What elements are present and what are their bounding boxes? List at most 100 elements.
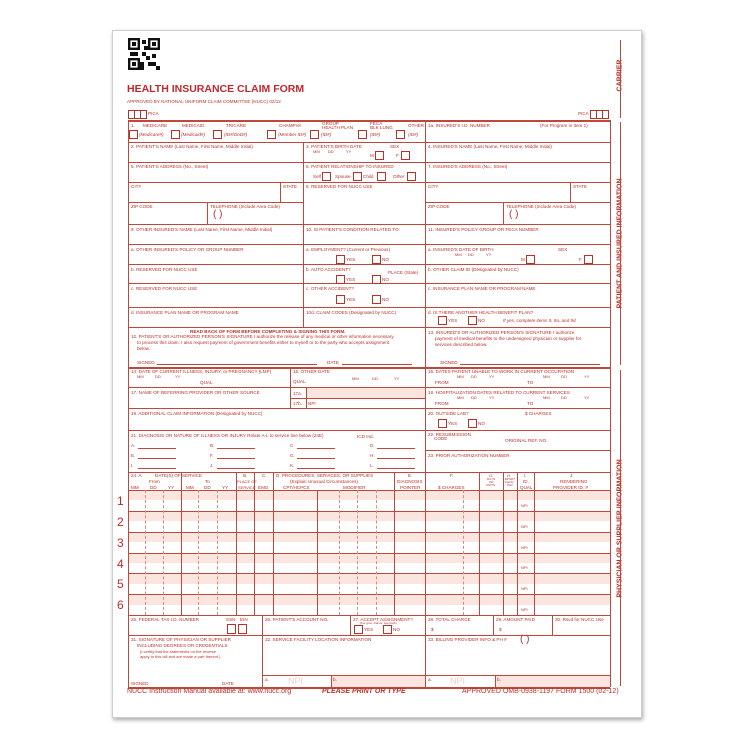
box13-line3: services described below.: [435, 342, 488, 347]
feca-id: (ID#): [370, 132, 381, 137]
box24g-label: G.: [489, 473, 494, 478]
box6-child: Child: [363, 174, 374, 179]
horizontal-rule: [128, 635, 610, 636]
box24h-plan: Plan: [507, 483, 514, 487]
service-line-shade: [128, 594, 610, 605]
box2-label: 2. PATIENT'S NAME (Last Name, First Name…: [131, 144, 253, 149]
side-arrow-line: [620, 40, 621, 118]
another-plan-no: NO: [478, 318, 485, 323]
vertical-rule: [128, 120, 129, 687]
service-line-number: 4: [117, 556, 124, 571]
diagnosis-letter: E.: [131, 453, 136, 458]
box11b-label: b. OTHER CLAIM ID (Designated by NUCC): [428, 267, 519, 272]
diagnosis-letter: D.: [370, 443, 375, 448]
side-arrow-line: [620, 370, 621, 686]
box24f-charges: $ CHARGES: [438, 485, 465, 490]
other-accident-no-checkbox: [372, 295, 381, 304]
box9b-label: b. RESERVED FOR NUCC USE: [131, 267, 198, 272]
service-line-npi: NPI: [521, 502, 528, 508]
patient-telephone-label: TELEPHONE (Include Area Code): [210, 204, 280, 209]
box32b-label: b.: [333, 677, 337, 682]
accept-no: NO: [393, 627, 400, 632]
vertical-rule: [425, 120, 426, 472]
insured-area-code: ( ): [509, 209, 519, 220]
box18-from-yy: YY: [489, 395, 495, 400]
insured-state-label: STATE: [573, 184, 588, 189]
box3-label: 3. PATIENT'S BIRTH DATE: [306, 144, 362, 149]
horizontal-rule: [128, 552, 610, 554]
box16-from: FROM: [435, 380, 449, 385]
service-line-npi: NPI: [521, 565, 528, 571]
box32a-npi-watermark: NPI: [288, 676, 304, 686]
patient-area-code: ( ): [213, 209, 223, 220]
box10d-label: 10d. CLAIM CODES (Designated by NUCC): [306, 310, 397, 315]
horizontal-rule: [128, 510, 610, 512]
patient-state-label: STATE: [283, 184, 298, 189]
box24j-rendering: RENDERING: [560, 479, 588, 484]
box16-from-mm: MM: [457, 374, 464, 379]
feca-label-2: BLK LUNG: [370, 125, 393, 130]
service-line-shade: [128, 510, 610, 522]
box11a-female-checkbox: [584, 255, 593, 264]
box19-label: 19. ADDITIONAL CLAIM INFORMATION (Design…: [131, 411, 263, 416]
ein-checkbox: [238, 624, 247, 634]
box13-signature-line: [460, 364, 600, 365]
vertical-rule: [517, 472, 518, 615]
box20-label: 20. OUTSIDE LAB?: [428, 411, 469, 416]
medicare-label: MEDICARE: [143, 123, 168, 128]
service-line-npi: NPI: [521, 544, 528, 550]
employment-no-checkbox: [372, 255, 381, 264]
vertical-rule: [207, 202, 208, 224]
box21-label: 21. DIAGNOSIS OR NATURE OF ILLNESS OR IN…: [131, 433, 324, 438]
box10b-label: b. AUTO ACCIDENT?: [306, 267, 351, 272]
champva-label: CHAMPVA: [279, 123, 302, 128]
box24c-emg: EMG: [258, 485, 269, 490]
box10c-label: c. OTHER ACCIDENT?: [306, 286, 354, 291]
box14-label: 14. DATE OF CURRENT ILLNESS, INJURY, or …: [131, 369, 272, 374]
other-accident-yes-checkbox: [336, 295, 345, 304]
vertical-rule: [303, 142, 304, 327]
horizontal-rule: [128, 327, 610, 328]
diagnosis-line: [297, 468, 335, 469]
box24g-days: DAYS: [487, 477, 495, 481]
box16-to-mm: MM: [543, 374, 550, 379]
vertical-rule: [479, 472, 480, 615]
box13-line1: 13. INSURED'S OR AUTHORIZED PERSON'S SIG…: [428, 330, 575, 335]
vertical-rule: [570, 182, 571, 202]
diagnosis-letter: H.: [370, 453, 375, 458]
box24d-label: D. PROCEDURES, SERVICES, OR SUPPLIES: [276, 473, 374, 478]
service-line-number: 3: [117, 535, 124, 550]
box10-label: 10. IS PATIENT'S CONDITION RELATED TO:: [306, 227, 400, 232]
diagnosis-letter: A.: [131, 443, 136, 448]
self-checkbox: [322, 172, 331, 181]
group-label-2: HEALTH PLAN: [322, 125, 354, 130]
box24i-qual: QUAL.: [520, 485, 534, 490]
horizontal-rule: [128, 224, 610, 225]
box24b-label: B.: [243, 473, 248, 478]
service-line-number: 5: [117, 577, 124, 592]
dashed-rule: [198, 490, 199, 615]
diagnosis-letter: B.: [210, 443, 215, 448]
vertical-rule: [306, 387, 307, 408]
box24d-cpt: CPT/HCPCS: [283, 485, 310, 490]
box1a-note: (For Program in Item 1): [540, 123, 588, 128]
accept-yes: YES: [364, 627, 374, 632]
tricare-id: (ID#/DoD#): [224, 132, 248, 137]
box24g-or: OR: [489, 480, 494, 484]
tricare-label: TRICARE: [226, 123, 247, 128]
box1-num: 1.: [131, 123, 135, 128]
insured-zip-label: ZIP CODE: [428, 204, 450, 209]
diagnosis-letter: I.: [131, 463, 134, 468]
box31-line3: (I certify that the statements on the re…: [140, 649, 217, 654]
box3-dd: DD: [328, 149, 334, 154]
auto-no-checkbox: [372, 275, 381, 284]
box11a-dd: DD: [468, 252, 474, 257]
medicaid-id: (Medicaid#): [181, 132, 205, 137]
box24i-id: ID.: [523, 479, 529, 484]
auto-yes-checkbox: [336, 275, 345, 284]
box11d-note: If yes, complete items 9, 9a, and 9d.: [503, 318, 577, 323]
box9a-label: a. OTHER INSURED'S POLICY OR GROUP NUMBE…: [131, 247, 244, 252]
box33-label: 33. BILLING PROVIDER INFO & PH #: [428, 637, 507, 642]
diagnosis-line: [297, 448, 335, 449]
box4-label: 4. INSURED'S NAME (Last Name, First Name…: [428, 144, 552, 149]
